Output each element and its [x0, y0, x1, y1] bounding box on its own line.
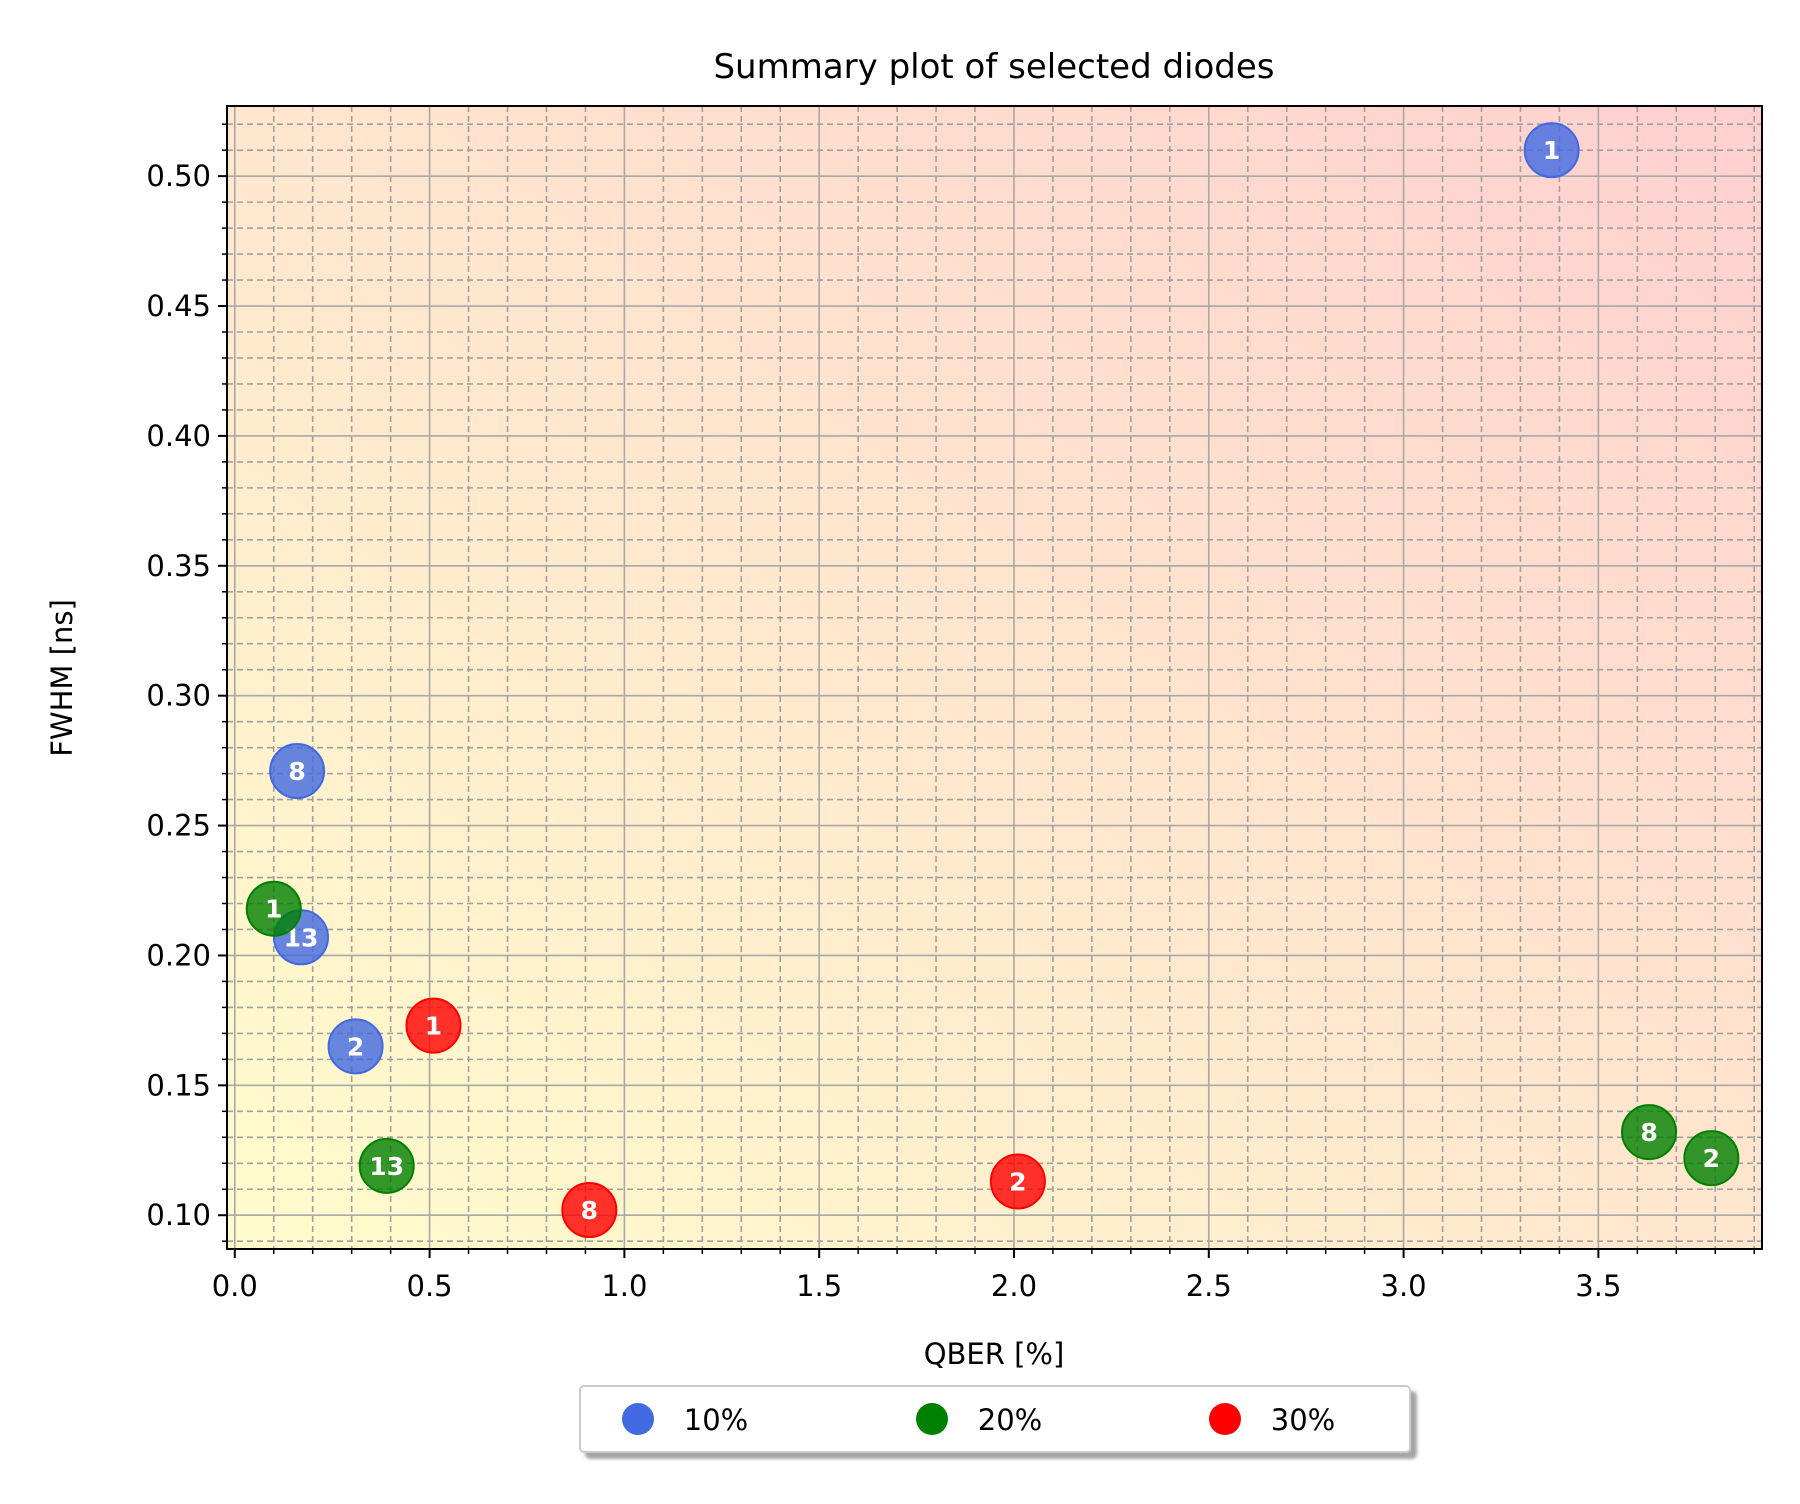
major-grid [227, 106, 1762, 1249]
x-tick-label: 0.0 [212, 1269, 258, 1303]
data-point-label: 13 [369, 1152, 404, 1181]
chart-title: Summary plot of selected diodes [713, 47, 1274, 87]
data-point [989, 1153, 1046, 1210]
data-point-label: 8 [1640, 1118, 1657, 1147]
data-point-label: 2 [1009, 1167, 1026, 1196]
data-point [1621, 1104, 1678, 1161]
y-tick-label: 0.25 [146, 809, 211, 843]
data-point [269, 743, 326, 800]
data-point-label: 1 [425, 1012, 442, 1041]
data-point [1683, 1130, 1740, 1187]
legend: 10% 20% 30% [579, 1385, 1411, 1453]
x-tick-label: 0.5 [407, 1269, 453, 1303]
legend-box [579, 1385, 1411, 1453]
legend-marker [622, 1403, 654, 1435]
y-tick-label: 0.40 [146, 419, 211, 453]
y-tick-label: 0.30 [146, 679, 211, 713]
data-point [405, 997, 462, 1054]
data-point [327, 1018, 384, 1075]
x-tick-label: 2.0 [991, 1269, 1037, 1303]
data-point [561, 1182, 618, 1239]
x-tick-label: 1.0 [601, 1269, 647, 1303]
legend-marker [916, 1403, 948, 1435]
data-point-label: 8 [288, 757, 305, 786]
legend-label: 20% [978, 1403, 1042, 1437]
data-point-label: 1 [265, 895, 282, 924]
data-point-label: 2 [347, 1032, 364, 1061]
minor-grid [227, 106, 1762, 1249]
data-point-label: 1 [1543, 136, 1560, 165]
data-point-label: 8 [581, 1196, 598, 1225]
data-point [358, 1137, 415, 1194]
legend-marker [1209, 1403, 1241, 1435]
y-axis-label: FWHM [ns] [45, 599, 79, 757]
y-axis: 0.10 0.15 0.20 0.25 0.30 0.35 0.40 0.45 0.50 [146, 123, 227, 1242]
data-point [1523, 122, 1580, 179]
legend-label: 10% [684, 1403, 748, 1437]
legend-label: 30% [1271, 1403, 1335, 1437]
y-tick-label: 0.45 [146, 289, 211, 323]
x-axis-label: QBER [%] [924, 1337, 1065, 1371]
data-point-label: 2 [1703, 1144, 1720, 1173]
x-tick-label: 3.5 [1575, 1269, 1621, 1303]
plot-frame [226, 105, 1763, 1250]
x-axis: 0.0 0.5 1.0 1.5 2.0 2.5 3.0 3.5 [212, 1249, 1755, 1303]
x-tick-label: 1.5 [796, 1269, 842, 1303]
plot-background [227, 106, 1762, 1249]
x-tick-label: 2.5 [1186, 1269, 1232, 1303]
y-tick-label: 0.35 [146, 549, 211, 583]
y-tick-label: 0.50 [146, 159, 211, 193]
x-tick-label: 3.0 [1381, 1269, 1427, 1303]
y-tick-label: 0.20 [146, 938, 211, 972]
y-tick-label: 0.15 [146, 1068, 211, 1102]
data-point [245, 880, 302, 937]
y-tick-label: 0.10 [146, 1198, 211, 1232]
